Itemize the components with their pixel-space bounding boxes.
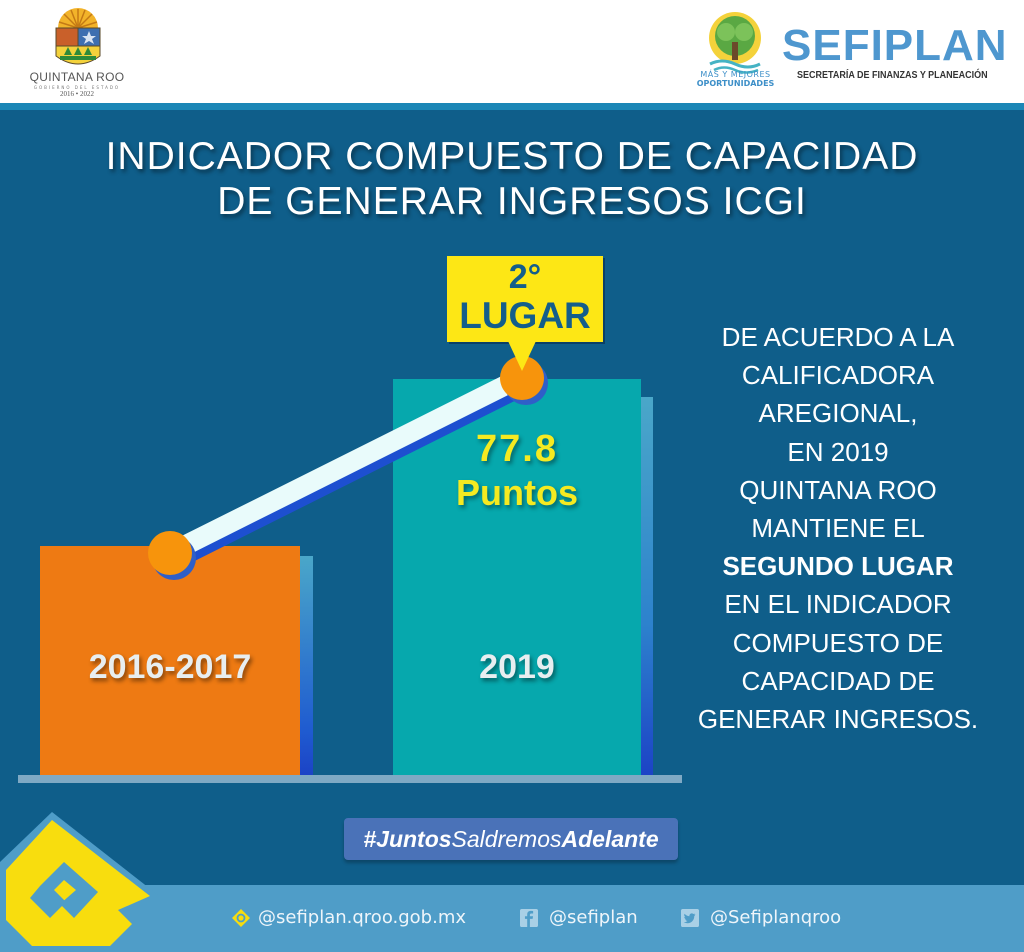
state-name: QUINTANA ROO — [29, 70, 125, 84]
trend-point-2016-icon — [148, 531, 192, 575]
description-line: AREGIONAL, — [758, 398, 918, 429]
category-label-2016-2017: 2016-2017 — [88, 648, 252, 686]
page-title-line-1: INDICADOR COMPUESTO DE CAPACIDAD — [105, 135, 919, 178]
description-line: QUINTANA ROO — [739, 474, 937, 505]
bar-2019 — [393, 379, 641, 775]
category-label-2019: 2019 — [479, 648, 555, 686]
description-line: MANTIENE EL — [751, 513, 925, 544]
score-value: 77.8 — [476, 428, 558, 470]
description-line: DE ACUERDO A LA — [721, 322, 955, 352]
slogan-line-1: MÁS Y MEJORES — [700, 70, 771, 79]
state-subtitle: GOBIERNO DEL ESTADO — [33, 85, 121, 90]
description-text: DE ACUERDO A LA CALIFICADORA AREGIONAL, … — [683, 318, 993, 738]
rank-number: 2° — [508, 258, 542, 296]
description-line: CALIFICADORA — [741, 360, 935, 391]
description-line-highlight: SEGUNDO LUGAR — [722, 551, 954, 582]
web-icon[interactable] — [232, 909, 252, 927]
rank-badge: 2° LUGAR — [447, 256, 603, 342]
header-divider — [0, 103, 1024, 110]
tree-logo-icon — [709, 12, 761, 74]
slogan-line-2: OPORTUNIDADES — [696, 79, 775, 88]
bar-2016-2017 — [40, 546, 300, 775]
description-line: EN EL INDICADOR — [724, 589, 952, 620]
sefiplan-wordmark: SEFIPLAN — [782, 21, 1008, 70]
quintana-roo-logo: QUINTANA ROO GOBIERNO DEL ESTADO 2016 • … — [22, 6, 132, 100]
footer — [0, 885, 1024, 952]
bar-2016-2017-shadow — [300, 556, 313, 775]
rank-label: LUGAR — [459, 295, 591, 336]
sefiplan-subtitle: SECRETARÍA DE FINANZAS Y PLANEACIÓN — [797, 70, 988, 81]
coat-of-arms-icon — [55, 8, 101, 65]
description-line: EN 2019 — [787, 436, 889, 467]
administration-years: 2016 • 2022 — [60, 90, 94, 98]
header: QUINTANA ROO GOBIERNO DEL ESTADO 2016 • … — [0, 0, 1024, 103]
facebook-handle[interactable]: @sefiplan — [549, 907, 638, 928]
description-line: CAPACIDAD DE — [741, 665, 935, 696]
description-line: GENERAR INGRESOS. — [697, 704, 979, 735]
hashtag-part-3: Adelante — [561, 826, 659, 852]
hashtag-part-1: #Juntos — [363, 826, 452, 852]
chart-baseline — [18, 775, 682, 783]
facebook-icon[interactable] — [519, 909, 539, 927]
bar-2019-shadow — [641, 397, 653, 775]
rank-badge-pointer — [508, 341, 536, 371]
hashtag-badge: #JuntosSaldremosAdelante — [344, 818, 678, 860]
score-unit: Puntos — [456, 472, 578, 513]
twitter-handle[interactable]: @Sefiplanqroo — [710, 907, 842, 928]
page-title-line-2: DE GENERAR INGRESOS ICGI — [217, 180, 807, 223]
description-line: COMPUESTO DE — [732, 627, 944, 658]
twitter-icon[interactable] — [680, 909, 700, 927]
website-link[interactable]: @sefiplan.qroo.gob.mx — [258, 907, 467, 928]
hashtag-part-2: Saldremos — [451, 826, 562, 852]
sefiplan-spiral-logo-icon — [0, 812, 158, 952]
